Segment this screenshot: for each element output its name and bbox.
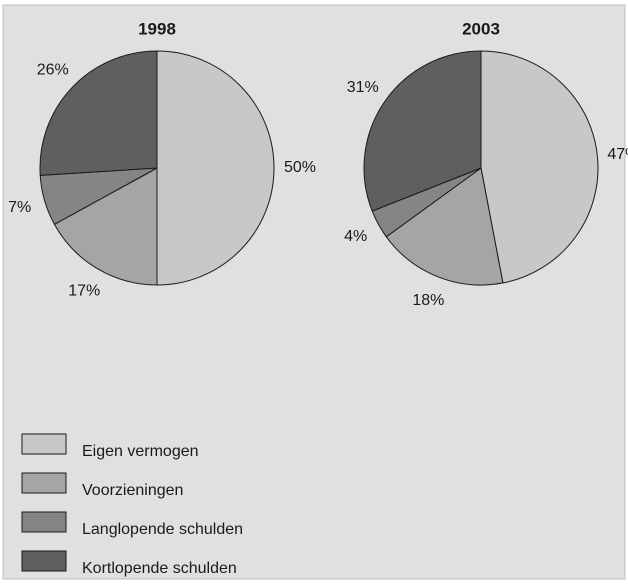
- value-label: 7%: [8, 199, 31, 216]
- pie-slice: [363, 50, 482, 212]
- legend-label: Langlopende schulden: [82, 521, 243, 538]
- chart-title: 2003: [462, 19, 500, 38]
- legend-swatch: [21, 433, 67, 455]
- pie-slice: [53, 167, 158, 286]
- legend-swatch: [21, 472, 67, 494]
- value-label: 31%: [347, 79, 379, 96]
- pie-slice: [385, 167, 504, 286]
- value-label: 26%: [37, 61, 69, 78]
- legend-swatch: [21, 511, 67, 533]
- pie-slice: [156, 50, 275, 286]
- chart-title: 1998: [138, 19, 176, 38]
- value-label: 47%: [607, 146, 628, 163]
- value-label: 4%: [344, 228, 367, 245]
- value-label: 17%: [68, 282, 100, 299]
- legend-label: Kortlopende schulden: [82, 560, 237, 577]
- value-label: 18%: [412, 292, 444, 309]
- legend-swatch: [21, 550, 67, 572]
- value-label: 50%: [284, 159, 316, 176]
- pie-slice: [480, 50, 599, 284]
- pie-slice: [39, 50, 158, 176]
- legend-label: Voorzieningen: [82, 482, 183, 499]
- legend-label: Eigen vermogen: [82, 443, 199, 460]
